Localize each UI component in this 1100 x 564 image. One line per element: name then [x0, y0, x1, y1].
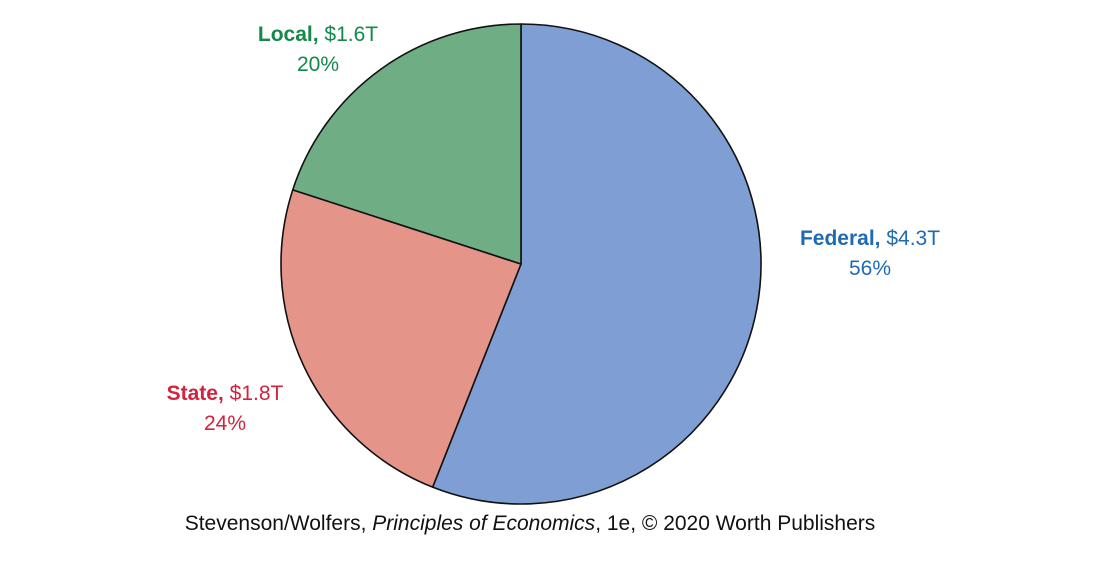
credit-suffix: , 1e, © 2020 Worth Publishers: [595, 512, 876, 535]
label-federal-name: Federal: [799, 227, 875, 250]
label-local: Local, $1.6T 20%: [198, 20, 438, 80]
pie-slice-federal: [431, 23, 762, 505]
label-federal-amount: $4.3T: [886, 227, 941, 250]
label-state-name: State: [166, 382, 218, 405]
pie-slice-state: [280, 189, 522, 488]
source-credit: Stevenson/Wolfers, Principles of Economi…: [0, 512, 1060, 536]
label-state: State, $1.8T 24%: [105, 379, 345, 439]
label-local-percent: 20%: [296, 53, 340, 76]
label-local-name: Local: [257, 23, 313, 46]
credit-book-title: Principles of Economics: [372, 512, 596, 535]
label-state-amount: $1.8T: [229, 382, 284, 405]
label-federal-percent: 56%: [848, 257, 892, 280]
label-federal: Federal, $4.3T 56%: [750, 224, 990, 284]
label-state-percent: 24%: [203, 412, 247, 435]
pie-slice-local: [291, 23, 522, 265]
label-local-amount: $1.6T: [324, 23, 379, 46]
credit-prefix: Stevenson/Wolfers,: [184, 512, 373, 535]
